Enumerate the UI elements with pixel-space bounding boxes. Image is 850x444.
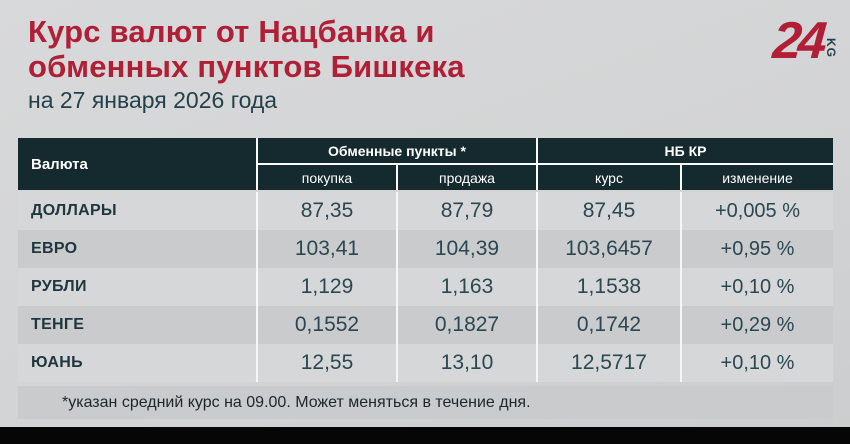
change-value: +0,10 % — [682, 268, 833, 306]
buy-value: 87,35 — [258, 192, 396, 230]
date-subtitle: на 27 января 2026 года — [28, 87, 278, 113]
change-value: +0,95 % — [682, 230, 833, 268]
column-header-currency: Валюта — [18, 138, 256, 190]
currency-name: РУБЛИ — [18, 268, 256, 306]
buy-value: 12,55 — [258, 344, 396, 382]
rate-value: 12,5717 — [538, 344, 680, 382]
page-title-line1: Курс валют от Нацбанка и — [28, 14, 435, 49]
page-title: Курс валют от Нацбанка и обменных пункто… — [28, 14, 465, 84]
rate-value: 1,1538 — [538, 268, 680, 306]
rate-value: 87,45 — [538, 192, 680, 230]
logo-24-icon: 24 — [771, 12, 826, 70]
brand-logo-24kg: 24 KG — [771, 12, 838, 70]
table-row-dollars: ДОЛЛАРЫ 87,35 87,79 87,45 +0,005 % — [18, 192, 833, 230]
rate-value: 0,1742 — [538, 306, 680, 344]
sell-value: 0,1827 — [398, 306, 536, 344]
table-row-euro: ЕВРО 103,41 104,39 103,6457 +0,95 % — [18, 230, 833, 268]
sell-value: 104,39 — [398, 230, 536, 268]
currency-name: ЕВРО — [18, 230, 256, 268]
sell-value: 87,79 — [398, 192, 536, 230]
column-group-national-bank: НБ КР — [538, 138, 833, 163]
logo-kg-label: KG — [824, 38, 838, 58]
change-value: +0,29 % — [682, 306, 833, 344]
currency-name: ЮАНЬ — [18, 344, 256, 382]
column-header-buy: покупка — [258, 165, 396, 190]
change-value: +0,10 % — [682, 344, 833, 382]
column-header-rate: курс — [538, 165, 680, 190]
currency-name: ДОЛЛАРЫ — [18, 192, 256, 230]
column-header-sell: продажа — [398, 165, 536, 190]
sell-value: 1,163 — [398, 268, 536, 306]
column-group-exchange-offices: Обменные пункты * — [258, 138, 536, 163]
table-row-tenge: ТЕНГЕ 0,1552 0,1827 0,1742 +0,29 % — [18, 306, 833, 344]
table-header: Валюта Обменные пункты * НБ КР покупка п… — [18, 138, 833, 190]
buy-value: 103,41 — [258, 230, 396, 268]
table-row-yuan: ЮАНЬ 12,55 13,10 12,5717 +0,10 % — [18, 344, 833, 382]
exchange-rates-table: Валюта Обменные пункты * НБ КР покупка п… — [18, 138, 833, 419]
table-row-rubles: РУБЛИ 1,129 1,163 1,1538 +0,10 % — [18, 268, 833, 306]
sell-value: 13,10 — [398, 344, 536, 382]
page-title-line2: обменных пунктов Бишкека — [28, 49, 465, 84]
column-header-change: изменение — [682, 165, 833, 190]
change-value: +0,005 % — [682, 192, 833, 230]
buy-value: 0,1552 — [258, 306, 396, 344]
buy-value: 1,129 — [258, 268, 396, 306]
footnote-band: *указан средний курс на 09.00. Может мен… — [18, 386, 833, 419]
rate-value: 103,6457 — [538, 230, 680, 268]
table-body: ДОЛЛАРЫ 87,35 87,79 87,45 +0,005 % ЕВРО … — [18, 192, 833, 382]
currency-name: ТЕНГЕ — [18, 306, 256, 344]
footnote-text: *указан средний курс на 09.00. Может мен… — [62, 393, 531, 411]
bottom-black-bar — [0, 427, 850, 444]
